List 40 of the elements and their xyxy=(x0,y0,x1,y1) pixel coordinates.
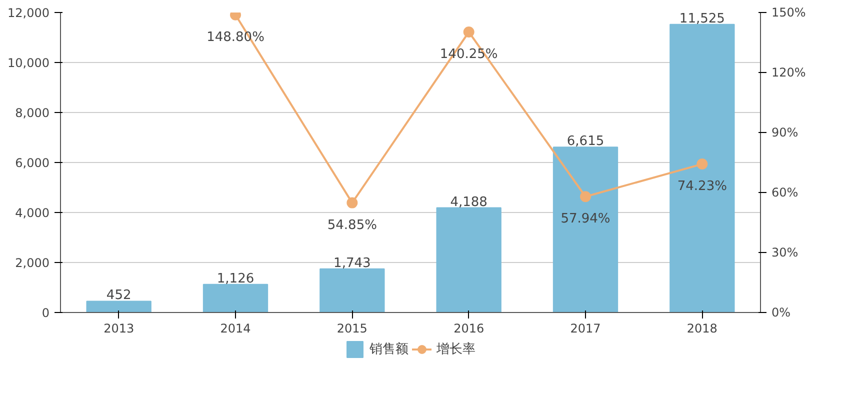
y-tick-label: 10,000 xyxy=(8,56,50,70)
bar xyxy=(436,207,502,312)
point xyxy=(346,197,358,208)
y-tick-label: 6,000 xyxy=(15,156,50,170)
data-label: 1,126 xyxy=(216,271,254,286)
data-label: 57.94% xyxy=(560,212,610,227)
y2-tick-label: 30% xyxy=(772,246,798,260)
data-label: 1,743 xyxy=(334,256,371,271)
point xyxy=(696,158,708,170)
y2-tick-label: 60% xyxy=(772,186,798,200)
x-tick-label: 2016 xyxy=(454,322,484,336)
data-label: 54.85% xyxy=(327,218,377,233)
legend-label: 增长率 xyxy=(436,341,476,358)
point xyxy=(580,191,591,202)
y2-tick-label: 90% xyxy=(772,126,798,140)
data-label: 4,188 xyxy=(450,194,488,210)
x-tick-label: 2017 xyxy=(570,322,601,336)
y-tick-label: 8,000 xyxy=(15,106,50,120)
y-tick-label: 0 xyxy=(42,306,50,320)
bar xyxy=(670,24,735,312)
y2-tick-label: 150% xyxy=(772,6,806,20)
x-tick-label: 2018 xyxy=(686,322,718,336)
y-tick-label: 2,000 xyxy=(15,256,50,270)
point xyxy=(463,26,474,38)
x-tick-label: 2014 xyxy=(220,322,251,336)
bar xyxy=(552,146,618,312)
data-label: 74.23% xyxy=(677,179,727,194)
legend-label: 销售额 xyxy=(370,341,408,358)
x-tick-label: 2013 xyxy=(104,322,134,336)
x-tick-label: 2015 xyxy=(336,322,368,336)
bar xyxy=(202,284,268,312)
y2-tick-label: 120% xyxy=(772,66,806,80)
data-label: 6,615 xyxy=(566,134,604,150)
data-label: 452 xyxy=(106,288,132,304)
bar xyxy=(86,300,152,312)
data-label: 11,525 xyxy=(679,11,725,26)
bar xyxy=(320,268,385,312)
y-tick-label: 4,000 xyxy=(15,206,50,220)
y-tick-label: 12,000 xyxy=(8,6,50,20)
y2-tick-label: 0% xyxy=(772,306,791,320)
